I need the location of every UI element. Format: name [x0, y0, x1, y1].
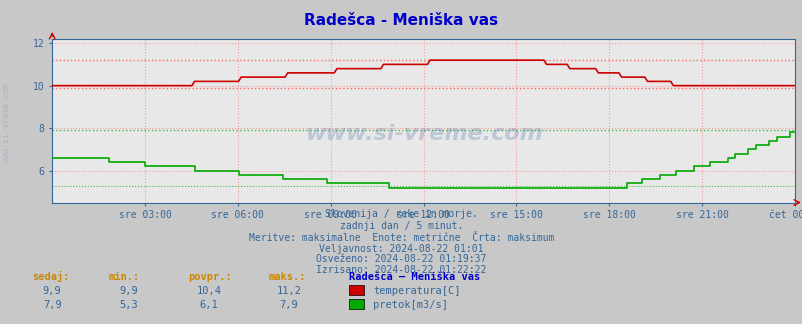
Text: 7,9: 7,9	[279, 300, 298, 310]
Text: 7,9: 7,9	[43, 300, 62, 310]
Text: maks.:: maks.:	[269, 272, 306, 282]
Text: 10,4: 10,4	[196, 286, 221, 296]
Text: www.si-vreme.com: www.si-vreme.com	[304, 124, 542, 144]
Text: Slovenija / reke in morje.: Slovenija / reke in morje.	[325, 209, 477, 219]
Text: zadnji dan / 5 minut.: zadnji dan / 5 minut.	[339, 221, 463, 231]
Text: temperatura[C]: temperatura[C]	[373, 286, 460, 295]
Text: Radešca - Meniška vas: Radešca - Meniška vas	[304, 13, 498, 28]
Text: www.si-vreme.com: www.si-vreme.com	[2, 83, 11, 163]
Text: 9,9: 9,9	[119, 286, 138, 296]
Text: 6,1: 6,1	[199, 300, 218, 310]
Text: 5,3: 5,3	[119, 300, 138, 310]
Text: 9,9: 9,9	[43, 286, 62, 296]
Text: Izrisano: 2024-08-22 01:22:22: Izrisano: 2024-08-22 01:22:22	[316, 265, 486, 275]
Text: Osveženo: 2024-08-22 01:19:37: Osveženo: 2024-08-22 01:19:37	[316, 254, 486, 264]
Text: pretok[m3/s]: pretok[m3/s]	[373, 300, 448, 309]
Text: sedaj:: sedaj:	[32, 271, 70, 282]
Text: Veljavnost: 2024-08-22 01:01: Veljavnost: 2024-08-22 01:01	[319, 244, 483, 254]
Text: 11,2: 11,2	[276, 286, 302, 296]
Text: povpr.:: povpr.:	[188, 272, 232, 282]
Text: Radešca – Meniška vas: Radešca – Meniška vas	[349, 272, 480, 282]
Text: Meritve: maksimalne  Enote: metrične  Črta: maksimum: Meritve: maksimalne Enote: metrične Črta…	[249, 233, 553, 243]
Text: min.:: min.:	[108, 272, 140, 282]
